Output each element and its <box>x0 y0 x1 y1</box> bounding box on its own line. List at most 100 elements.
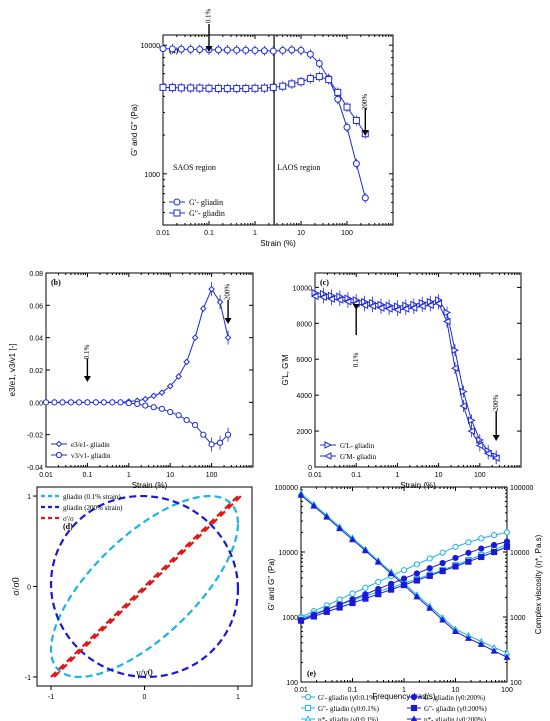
legend-marker <box>304 704 312 712</box>
legend-label: η*- gliadin (γ0:200%) <box>424 716 487 721</box>
data-point <box>467 427 476 435</box>
laos-region-label: LAOS region <box>277 163 320 172</box>
x-tick-label: 0.01 <box>156 230 170 237</box>
data-point <box>352 116 360 124</box>
x-tick-label: 1 <box>127 472 131 479</box>
data-point <box>214 46 222 54</box>
series-line <box>300 531 508 618</box>
data-point <box>325 76 333 84</box>
y-tick-label: 10000 <box>279 550 299 557</box>
data-point <box>269 83 277 91</box>
data-point <box>426 301 434 310</box>
legend-label: G"- gliadin (γ0:0.1%) <box>318 705 380 713</box>
y-axis-label: G' and G" (Pa) <box>267 558 276 610</box>
data-point <box>465 549 472 556</box>
legend-label: η*- gliadin (γ0:0.1%) <box>318 716 379 721</box>
y-tick-label: 6000 <box>296 357 312 364</box>
frequency-series-5 <box>297 491 511 660</box>
data-point <box>199 305 207 312</box>
y-tick-label: 100000 <box>275 485 298 492</box>
data-point <box>279 82 287 90</box>
data-point <box>142 402 149 409</box>
data-point <box>109 399 116 406</box>
data-point <box>343 123 351 131</box>
y-axis-label: e3/e1, v3/v1 [-] <box>8 344 17 397</box>
data-point <box>159 45 167 53</box>
data-point <box>434 299 443 308</box>
data-point <box>375 591 382 598</box>
data-point <box>418 302 426 311</box>
annotation-0.1pct: 0.1% <box>83 345 91 360</box>
data-point <box>426 572 433 579</box>
x-tick-label: 100 <box>501 687 513 694</box>
data-point <box>393 306 401 314</box>
x-tick-label: 0.01 <box>294 687 308 694</box>
data-point <box>401 305 410 313</box>
y2-tick-label: 100000 <box>510 485 533 492</box>
legend-marker <box>304 693 312 701</box>
data-point <box>503 653 511 660</box>
data-point <box>388 586 395 593</box>
x-tick-label: 10 <box>166 472 174 479</box>
data-point <box>478 545 485 552</box>
data-point <box>260 84 268 92</box>
data-point <box>233 46 241 54</box>
data-point <box>491 531 498 539</box>
frequency-series-4 <box>297 543 511 624</box>
elastic-stress-line <box>50 495 239 678</box>
y-tick-label: 1000 <box>144 172 160 179</box>
data-point <box>465 539 472 546</box>
x-tick-label: 10 <box>297 230 305 237</box>
legend-label: G'- gliadin (γ0:200%) <box>424 694 486 702</box>
legend-marker <box>410 693 418 701</box>
data-point <box>362 584 369 591</box>
data-point <box>478 535 485 542</box>
data-point <box>387 569 395 577</box>
y-tick-label: 0.02 <box>29 368 43 375</box>
data-point <box>484 449 492 458</box>
legend-marker <box>324 441 333 449</box>
arrow-200pct-head <box>361 130 369 136</box>
x-tick-label: 1 <box>253 230 257 237</box>
series-g-m <box>310 290 500 465</box>
data-point <box>196 84 204 92</box>
data-point <box>439 549 446 556</box>
legend-marker <box>323 452 332 460</box>
series-v3-v1 <box>42 399 232 452</box>
data-point <box>168 84 176 92</box>
x-axis-label: Strain (%) <box>400 481 436 490</box>
data-point <box>279 46 287 54</box>
data-point <box>343 103 351 111</box>
series-g-prime <box>159 43 369 203</box>
data-point <box>503 543 511 550</box>
x-tick-label: 0.1 <box>348 687 358 694</box>
y-tick-label: 1 <box>27 494 31 501</box>
data-point <box>297 46 305 54</box>
data-point <box>42 399 50 406</box>
data-point <box>413 593 421 600</box>
y-tick-label: 0.04 <box>29 336 43 343</box>
data-point <box>319 293 327 302</box>
data-point <box>187 84 195 92</box>
y-tick-label: 0 <box>308 465 312 472</box>
y-tick-label: 1000 <box>282 615 298 622</box>
y-tick-label: 0.00 <box>29 400 43 407</box>
data-point <box>192 421 199 429</box>
y2-tick-label: 10000 <box>510 550 530 557</box>
x-tick-label: 100 <box>206 472 218 479</box>
data-point <box>452 543 459 550</box>
data-point <box>376 304 385 312</box>
x-tick-label: 0.1 <box>83 472 93 479</box>
data-point <box>297 617 305 624</box>
x-tick-label: 0.1 <box>204 230 214 237</box>
x-axis-label: γ/γ0 <box>135 668 153 679</box>
data-point <box>491 548 498 556</box>
data-point <box>177 84 185 92</box>
data-point <box>426 565 433 572</box>
data-point <box>205 84 213 92</box>
y-tick-label: -0.04 <box>27 465 43 472</box>
data-point <box>336 596 343 603</box>
data-point <box>426 555 433 562</box>
legend-label: G"- gliadin (γ0:200%) <box>424 705 487 713</box>
lissajous-series-1 <box>49 494 240 679</box>
